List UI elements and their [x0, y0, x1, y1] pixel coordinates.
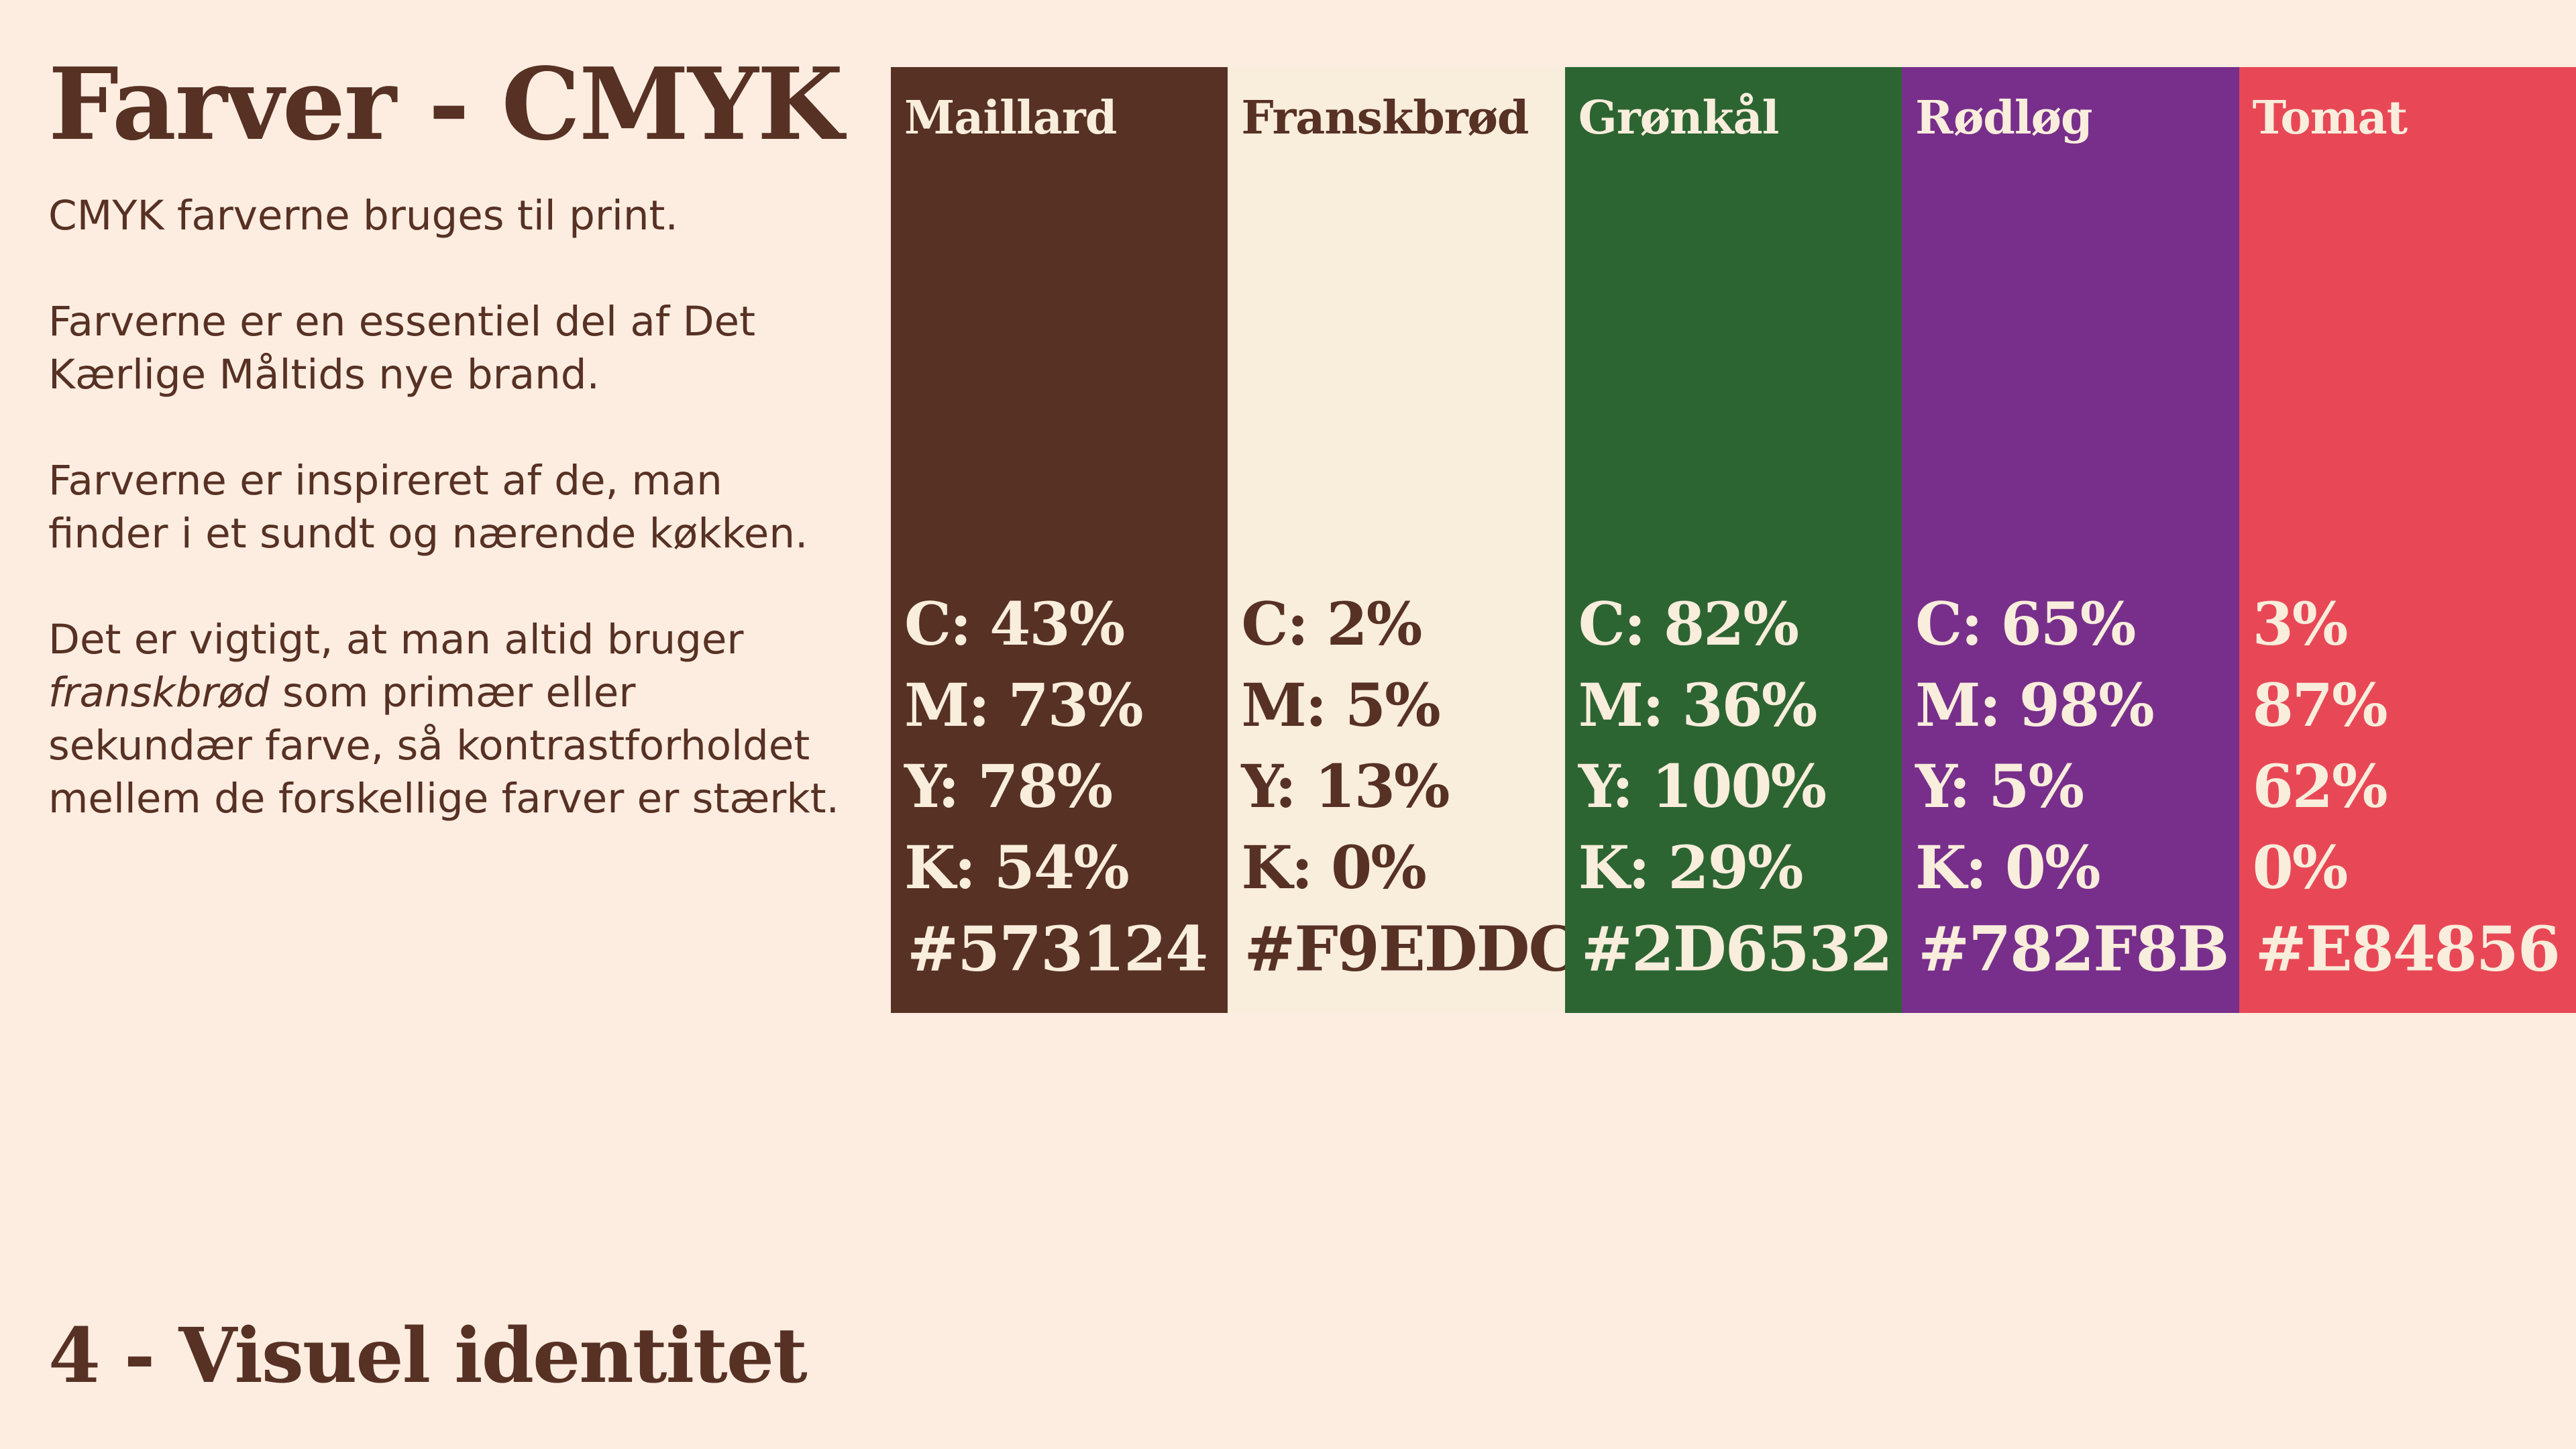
- cmyk-cyan: C: 65%: [1915, 589, 2136, 659]
- swatch-hex: #F9EDDC: [1244, 912, 1577, 985]
- intro-emphasis: franskbrød: [48, 669, 270, 716]
- intro-paragraph: Farverne er en essentiel del af Det Kærl…: [48, 298, 756, 398]
- swatch-hex: #782F8B: [1918, 912, 2229, 985]
- section-footer: 4 - Visuel identitet: [48, 1312, 808, 1400]
- intro-paragraph: CMYK farverne bruges til print.: [48, 192, 678, 239]
- cmyk-key: K: 54%: [904, 833, 1130, 902]
- swatch-name: Rødløg: [1915, 91, 2092, 145]
- cmyk-cyan: C: 82%: [1578, 589, 1799, 659]
- cmyk-key: 0%: [2252, 833, 2349, 902]
- swatch-cmyk-values: C: 2% M: 5% Y: 13% K: 0%: [1241, 584, 1450, 908]
- swatch-gronkal: Grønkål C: 82% M: 36% Y: 100% K: 29% #2D…: [1564, 67, 1902, 1013]
- cmyk-cyan: 3%: [2252, 589, 2349, 659]
- swatch-cmyk-values: C: 43% M: 73% Y: 78% K: 54%: [904, 584, 1144, 908]
- cmyk-yellow: Y: 78%: [904, 751, 1113, 821]
- cmyk-key: K: 29%: [1578, 833, 1804, 902]
- swatch-rodlog: Rødløg C: 65% M: 98% Y: 5% K: 0% #782F8B: [1902, 67, 2239, 1013]
- swatch-maillard: Maillard C: 43% M: 73% Y: 78% K: 54% #57…: [891, 67, 1228, 1013]
- swatch-name: Tomat: [2252, 91, 2408, 145]
- swatch-cmyk-values: C: 82% M: 36% Y: 100% K: 29%: [1578, 584, 1827, 908]
- cmyk-magenta: M: 98%: [1915, 670, 2155, 740]
- cmyk-magenta: M: 73%: [904, 670, 1144, 740]
- intro-paragraph: Det er vigtigt, at man altid bruger fran…: [48, 613, 840, 825]
- intro-text-segment: som primær eller sekundær farve, så kont…: [48, 669, 839, 822]
- cmyk-yellow: Y: 5%: [1915, 751, 2084, 821]
- cmyk-cyan: C: 43%: [904, 589, 1125, 659]
- cmyk-key: K: 0%: [1915, 833, 2100, 902]
- swatch-hex: #E84856: [2255, 912, 2561, 985]
- cmyk-key: K: 0%: [1241, 833, 1426, 902]
- color-swatches: Maillard C: 43% M: 73% Y: 78% K: 54% #57…: [891, 67, 2576, 1013]
- cmyk-magenta: M: 36%: [1578, 670, 1818, 740]
- page-title: Farver - CMYK: [48, 46, 843, 162]
- intro-paragraph: Farverne er inspireret af de, man finder…: [48, 457, 808, 557]
- swatch-cmyk-values: 3% 87% 62% 0%: [2252, 584, 2388, 908]
- swatch-name: Grønkål: [1578, 91, 1780, 145]
- cmyk-cyan: C: 2%: [1241, 589, 1422, 659]
- swatch-franskbrod: Franskbrød C: 2% M: 5% Y: 13% K: 0% #F9E…: [1228, 67, 1578, 1013]
- swatch-name: Maillard: [904, 91, 1117, 145]
- cmyk-yellow: 62%: [2252, 751, 2388, 821]
- swatch-cmyk-values: C: 65% M: 98% Y: 5% K: 0%: [1915, 584, 2155, 908]
- cmyk-magenta: 87%: [2252, 670, 2388, 740]
- swatch-name: Franskbrød: [1241, 91, 1529, 145]
- cmyk-magenta: M: 5%: [1241, 670, 1440, 740]
- cmyk-yellow: Y: 100%: [1578, 751, 1827, 821]
- intro-text: CMYK farverne bruges til print. Farverne…: [48, 189, 840, 825]
- intro-text-segment: Det er vigtigt, at man altid bruger: [48, 616, 744, 663]
- swatch-tomat: Tomat 3% 87% 62% 0% #E84856: [2239, 67, 2576, 1013]
- swatch-hex: #573124: [907, 912, 1208, 985]
- cmyk-yellow: Y: 13%: [1241, 751, 1450, 821]
- swatch-hex: #2D6532: [1580, 912, 1893, 985]
